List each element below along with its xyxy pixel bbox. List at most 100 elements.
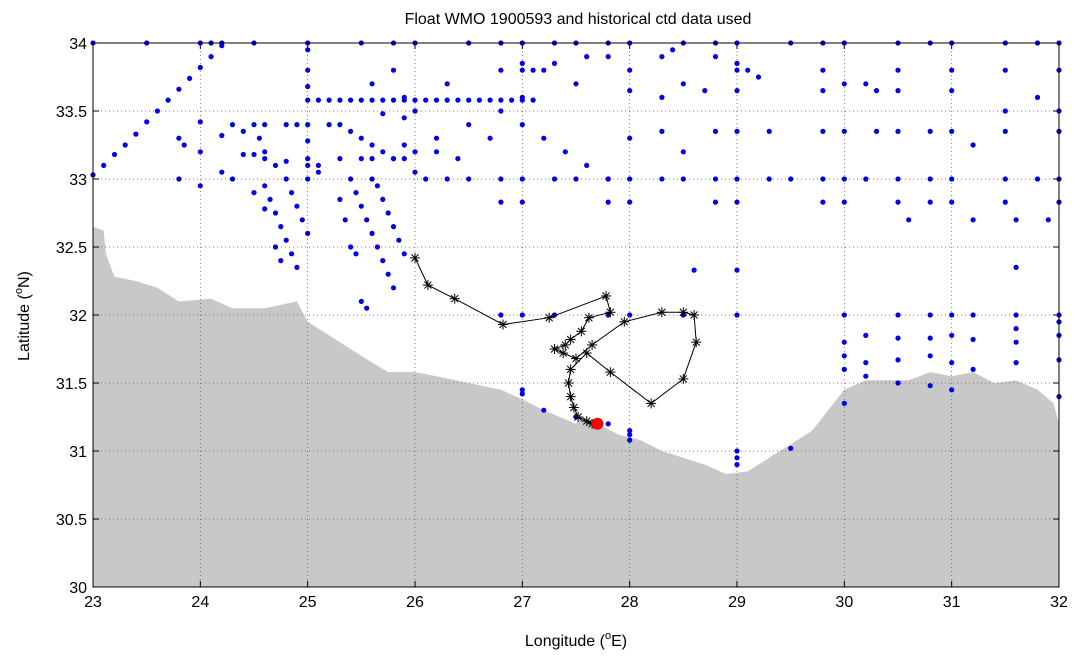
ctd-station-point [278,258,284,264]
ctd-station-point [466,122,472,128]
ctd-station-point [380,149,386,155]
ctd-station-point [401,251,407,257]
ctd-station-point [734,176,740,182]
ctd-station-point [487,97,493,103]
ctd-station-point [519,176,525,182]
float-position-asterisk [571,353,581,364]
float-position-asterisk [605,307,616,318]
ctd-station-point [390,97,397,103]
ctd-station-point [659,128,665,134]
float-position-asterisk [422,280,433,291]
ctd-station-point [262,149,268,155]
ctd-station-point [519,60,525,66]
ctd-station-point [712,128,719,134]
ctd-station-point [364,217,370,223]
ctd-station-point [154,108,160,114]
ctd-station-point [390,224,397,230]
ctd-station-point [498,312,504,318]
ctd-station-point [390,156,397,162]
ctd-station-point [133,131,139,137]
y-tick-label: 34 [69,36,87,53]
ctd-station-point [466,176,472,182]
ctd-station-point [841,312,847,318]
ctd-station-point [380,196,386,202]
ctd-station-point [272,210,279,216]
ctd-station-point [970,366,976,372]
ctd-station-point [627,176,633,182]
ctd-station-point [423,97,429,103]
ctd-station-point [369,230,375,236]
ctd-station-point [712,54,719,60]
ctd-station-point [734,312,740,318]
float-track-markers [410,252,702,429]
ctd-station-point [348,244,354,250]
float-position-asterisk [678,307,689,318]
ctd-station-point [895,88,901,94]
ctd-station-point [229,122,236,128]
ctd-station-point [841,400,847,406]
ctd-station-point [766,176,772,182]
ctd-station-point [369,97,375,103]
ctd-station-point [873,128,880,134]
ctd-station-point [353,190,359,196]
ctd-station-point [305,156,311,162]
y-tick-label: 31 [69,444,87,461]
ctd-station-point [229,176,236,182]
ctd-station-point [466,97,472,103]
ctd-station-point [348,97,354,103]
ctd-station-point [278,224,284,230]
ctd-station-point [605,199,611,205]
ctd-station-point [380,97,386,103]
x-tick-label: 24 [191,594,209,611]
y-tick-labels: 30 30.5 31 31.5 32 32.5 33 33.5 34 [56,36,87,597]
ctd-station-point [299,217,305,223]
ctd-station-point [927,335,933,341]
ctd-station-point [444,81,450,87]
ctd-station-point [289,251,295,257]
x-tick-label: 27 [513,594,531,611]
ctd-station-point [1002,108,1008,114]
ctd-station-point [627,312,633,318]
ctd-station-point [863,373,869,379]
y-tick-label: 30 [69,580,87,597]
ctd-station-point [970,142,976,148]
ctd-station-point [949,128,955,134]
ctd-station-point [433,149,440,155]
ctd-station-point [262,183,268,189]
float-position-asterisk [549,344,560,354]
x-tick-labels: 23 24 25 26 27 28 29 30 31 32 [84,594,1068,611]
ctd-station-point [949,199,955,205]
ctd-station-point [734,128,740,134]
ctd-station-point [734,199,740,205]
ctd-station-point [820,67,826,73]
ctd-station-point [1002,176,1008,182]
ctd-station-point [873,88,880,94]
ctd-station-point [584,162,590,168]
ctd-station-point [208,54,214,60]
ctd-station-point [444,97,450,103]
ctd-station-point [927,128,933,134]
x-tick-label: 25 [299,594,317,611]
ctd-station-point [1013,264,1019,270]
ctd-station-point [605,54,611,60]
ctd-station-point [841,353,847,359]
float-position-asterisk [565,391,576,402]
float-position-asterisk [565,364,576,375]
ctd-station-point [627,88,633,94]
x-tick-label: 29 [728,594,746,611]
ctd-station-point [240,128,246,134]
ctd-station-point [342,217,348,223]
ctd-station-point [305,138,311,144]
ctd-station-point [788,176,794,182]
ctd-station-point [390,285,397,291]
x-tick-label: 28 [621,594,639,611]
ctd-station-point [283,176,289,182]
ctd-station-point [712,176,719,182]
ctd-station-point [401,156,407,162]
ctd-station-point [530,67,536,73]
float-position-asterisk [689,310,700,320]
ctd-station-point [605,421,611,427]
ctd-station-point [240,151,246,158]
ctd-station-point [267,196,273,202]
